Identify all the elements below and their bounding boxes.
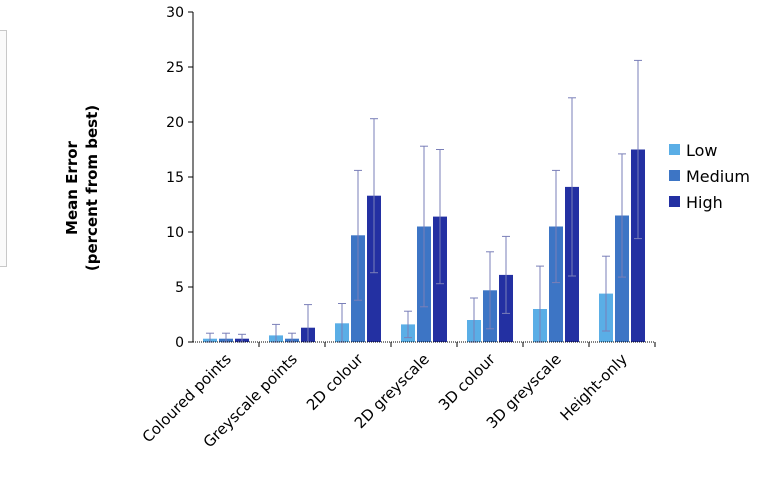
legend: Low Medium High (669, 141, 750, 212)
y-axis-label-line1: Mean Error (63, 140, 81, 234)
y-tick-label: 25 (166, 60, 184, 76)
bar (549, 226, 563, 342)
x-tick-label: 3D colour (435, 350, 499, 414)
adjacent-panel-edge (0, 30, 7, 267)
y-tick-label: 20 (166, 115, 184, 131)
y-axis-label-line2: (percent from best) (83, 105, 101, 271)
legend-label: Medium (686, 167, 750, 186)
legend-label: Low (686, 141, 718, 160)
bars (203, 149, 656, 347)
y-tick-label: 15 (166, 170, 184, 186)
y-tick-label: 0 (175, 335, 184, 351)
y-tick-label: 5 (175, 280, 184, 296)
legend-swatch (669, 144, 680, 155)
x-tick-label: 2D colour (303, 350, 367, 414)
bar (615, 215, 629, 342)
y-tick-label: 10 (166, 225, 184, 241)
y-axis-ticks: 0 5 10 15 20 25 30 (166, 5, 193, 351)
legend-swatch (669, 170, 680, 181)
legend-swatch (669, 196, 680, 207)
error-bars (206, 59, 642, 343)
legend-label: High (686, 193, 723, 212)
x-tick-label: Height-only (557, 350, 631, 424)
bar (631, 149, 645, 342)
y-tick-label: 30 (166, 5, 184, 21)
